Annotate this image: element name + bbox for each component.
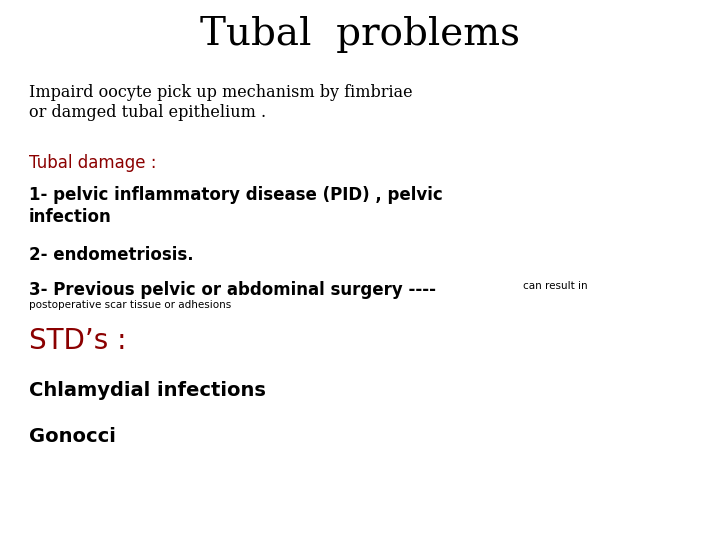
Text: Impaird oocyte pick up mechanism by fimbriae
or damged tubal epithelium .: Impaird oocyte pick up mechanism by fimb… [29,84,413,121]
Text: 1- pelvic inflammatory disease (PID) , pelvic
infection: 1- pelvic inflammatory disease (PID) , p… [29,186,443,226]
Text: Chlamydial infections: Chlamydial infections [29,381,266,400]
Text: STD’s :: STD’s : [29,327,126,355]
Text: 2- endometriosis.: 2- endometriosis. [29,246,194,264]
Text: Tubal damage :: Tubal damage : [29,154,156,172]
Text: Tubal  problems: Tubal problems [200,16,520,53]
Text: Gonocci: Gonocci [29,427,116,446]
Text: 3- Previous pelvic or abdominal surgery ----: 3- Previous pelvic or abdominal surgery … [29,281,436,299]
Text: can result in: can result in [523,281,588,291]
Text: postoperative scar tissue or adhesions: postoperative scar tissue or adhesions [29,300,231,310]
